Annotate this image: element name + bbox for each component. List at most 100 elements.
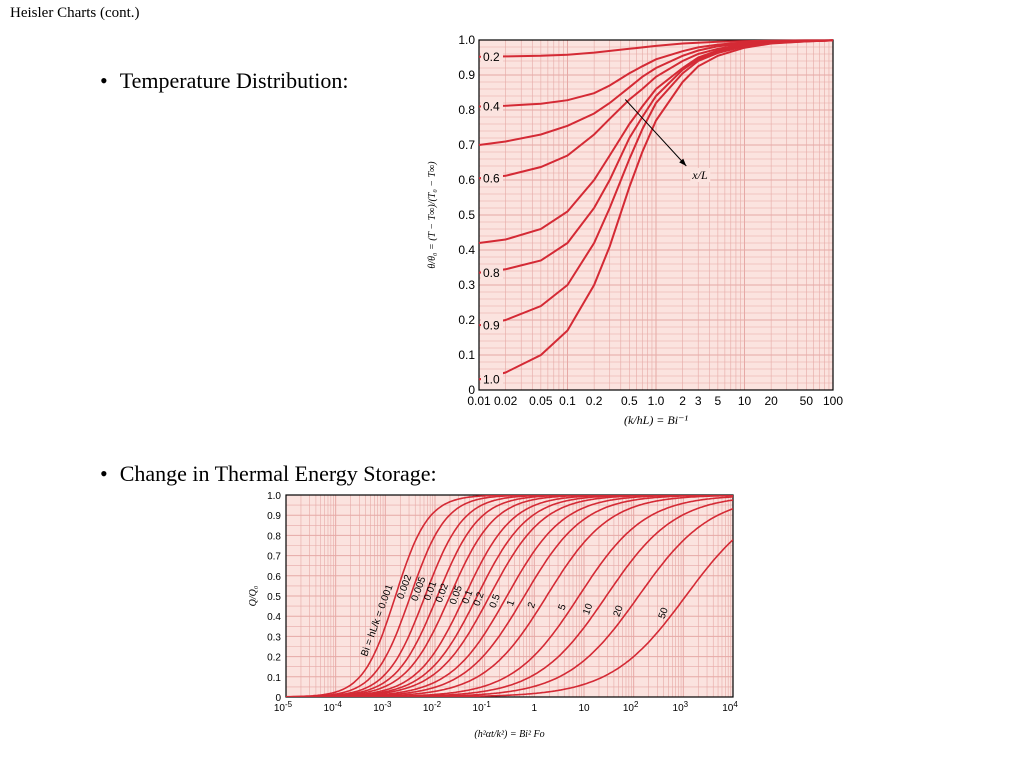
series-label: 0.1 — [460, 588, 475, 605]
series-label: 20 — [612, 604, 626, 619]
annotation-label-bg — [690, 168, 711, 182]
series-label: 1 — [505, 598, 517, 607]
y-axis-label: θ/θ₀ = (T − T∞)/(T₀ − T∞) — [427, 161, 438, 269]
x-tick-exponent: -5 — [285, 700, 293, 709]
x-tick-label: 0.5 — [621, 394, 638, 408]
x-tick-exponent: 4 — [733, 700, 738, 709]
x-tick-label: 10-3 — [373, 700, 392, 714]
series-label: 0.9 — [483, 318, 500, 332]
x-tick-label: 2 — [679, 394, 686, 408]
annotation-arrow — [624, 99, 687, 167]
y-tick-label: 0.8 — [267, 531, 281, 542]
series-label: 0.5 — [488, 592, 503, 609]
x-tick-label: 0.1 — [559, 394, 576, 408]
series-label: 50 — [657, 606, 671, 621]
x-tick-label: 103 — [673, 700, 689, 714]
x-tick-label: 0.05 — [529, 394, 553, 408]
x-tick-label: 50 — [800, 394, 814, 408]
x-axis-label: (k/hL) = Bi⁻¹ — [624, 413, 688, 427]
series-line — [286, 495, 733, 697]
x-tick-label: 10 — [738, 394, 752, 408]
y-tick-label: 0 — [275, 693, 281, 704]
x-tick-label: 3 — [695, 394, 702, 408]
series-label: 0.4 — [483, 100, 500, 114]
y-tick-label: 0.6 — [458, 173, 475, 187]
y-tick-label: 1.0 — [267, 491, 281, 502]
x-tick-label: 104 — [722, 700, 738, 714]
series-label: 2 — [526, 600, 538, 609]
series-label: 0.6 — [483, 171, 500, 185]
x-tick-exponent: -3 — [384, 700, 392, 709]
series-line — [286, 495, 733, 697]
series-label: 10 — [581, 602, 595, 617]
series-label: 0.8 — [483, 266, 500, 280]
y-tick-label: 0.9 — [458, 68, 475, 82]
x-tick-label: 10-1 — [473, 700, 492, 714]
y-tick-label: 0.6 — [267, 572, 281, 583]
series-label-bg — [481, 371, 503, 388]
x-axis-label: (h²αt/k²) = Bi² Fo — [474, 729, 544, 740]
x-tick-label: 10-2 — [423, 700, 442, 714]
x-tick-label: 1 — [532, 703, 538, 714]
series-label: 1.0 — [483, 373, 500, 387]
x-tick-label: 5 — [715, 394, 722, 408]
series-line — [286, 495, 733, 697]
x-tick-label: 0.02 — [494, 394, 518, 408]
series-line — [286, 539, 733, 697]
y-tick-label: 0.2 — [458, 313, 475, 327]
y-tick-label: 0.4 — [267, 612, 281, 623]
plot-frame — [478, 39, 834, 391]
bullet-thermal-energy-storage: • Change in Thermal Energy Storage: — [100, 461, 437, 487]
x-tick-exponent: -1 — [484, 700, 492, 709]
x-tick-label: 100 — [823, 394, 843, 408]
x-tick-label: 10-4 — [324, 700, 343, 714]
series-label: 0.2 — [483, 50, 500, 64]
x-tick-exponent: 3 — [684, 700, 689, 709]
x-tick-label: 10 — [578, 703, 590, 714]
y-tick-label: 1.0 — [458, 33, 475, 47]
x-tick-label: 1.0 — [648, 394, 665, 408]
bullet-temperature-distribution: • Temperature Distribution: — [100, 68, 349, 94]
y-tick-label: 0.5 — [267, 592, 281, 603]
y-tick-label: 0.3 — [458, 278, 475, 292]
y-tick-label: 0.1 — [458, 348, 475, 362]
series-label-bg — [481, 317, 503, 334]
series-label-bg — [481, 264, 503, 281]
y-axis-label: Q/Q₀ — [248, 585, 259, 606]
x-tick-exponent: -2 — [434, 700, 442, 709]
x-tick-label: 102 — [623, 700, 639, 714]
bullet-dot: • — [100, 461, 108, 486]
x-tick-label: 20 — [764, 394, 778, 408]
y-tick-label: 0.9 — [267, 511, 281, 522]
bullet-text: Temperature Distribution: — [119, 68, 349, 93]
y-tick-label: 0.1 — [267, 673, 281, 684]
x-tick-exponent: -4 — [335, 700, 343, 709]
y-tick-label: 0.2 — [267, 653, 281, 664]
annotation-arrowhead — [679, 158, 687, 166]
y-tick-label: 0.3 — [267, 632, 281, 643]
bullet-dot: • — [100, 68, 108, 93]
series-label: 0.2 — [472, 590, 487, 607]
series-line — [286, 495, 733, 697]
y-tick-label: 0.7 — [458, 138, 475, 152]
series-label-bg — [481, 170, 503, 187]
bullet-text: Change in Thermal Energy Storage: — [119, 461, 437, 486]
x-tick-label: 0.01 — [467, 394, 491, 408]
y-tick-label: 0.4 — [458, 243, 475, 257]
series-label-bg — [481, 48, 503, 65]
slide-title: Heisler Charts (cont.) — [10, 5, 140, 21]
series-label: 5 — [557, 602, 569, 611]
y-tick-label: 0.8 — [458, 103, 475, 117]
x-tick-label: 0.2 — [586, 394, 603, 408]
x-tick-exponent: 2 — [634, 700, 639, 709]
series-label-bg — [481, 98, 503, 115]
y-tick-label: 0.5 — [458, 208, 475, 222]
annotation-label: x/L — [691, 168, 708, 182]
y-tick-label: 0 — [468, 383, 475, 397]
series-line — [478, 39, 834, 381]
grid — [286, 495, 733, 697]
y-tick-label: 0.7 — [267, 552, 281, 563]
series-group — [286, 495, 733, 697]
